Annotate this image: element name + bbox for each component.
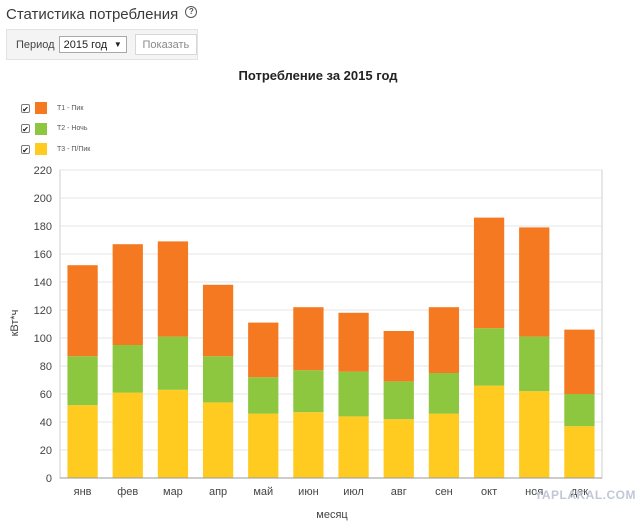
legend-item-t3: ✔ T3 - П/Пик: [21, 139, 90, 160]
chart-legend: ✔ T1 - Пик ✔ T2 - Ночь ✔ T3 - П/Пик: [21, 98, 90, 160]
legend-swatch-t2: [35, 122, 47, 135]
bar-segment-мар-s2[interactable]: [157, 241, 189, 337]
period-label: Период: [16, 38, 55, 51]
x-tick-label: сен: [435, 486, 453, 498]
plot-area: 0 20 40 60 80 100 120 140 160 180 200 220 янв фев мар а…: [34, 165, 603, 498]
bar-segment-ноя-s0[interactable]: [519, 391, 550, 478]
y-tick-label: 220: [34, 165, 52, 177]
bar-segment-фев-s0[interactable]: [112, 392, 143, 478]
legend-item-t1: ✔ T1 - Пик: [21, 98, 90, 119]
bar-segment-июн-s1[interactable]: [293, 370, 324, 413]
bar-segment-июн-s0[interactable]: [293, 412, 324, 478]
y-tick-label: 140: [34, 277, 52, 289]
bar-segment-сен-s2[interactable]: [428, 307, 460, 373]
x-tick-label: фев: [117, 486, 138, 498]
bar-segment-окт-s1[interactable]: [473, 328, 505, 386]
y-tick-label: 0: [46, 473, 52, 485]
show-button[interactable]: Показать: [134, 34, 197, 55]
bar-segment-авг-s1[interactable]: [383, 381, 414, 420]
bar-segment-май-s2[interactable]: [248, 322, 279, 378]
chart-title: Потребление за 2015 год: [239, 68, 399, 83]
y-tick-label: 120: [34, 305, 52, 317]
bar-segment-июл-s2[interactable]: [338, 312, 369, 372]
period-select[interactable]: 2015 год ▼: [58, 36, 127, 53]
x-tick-label: июл: [343, 486, 364, 498]
bar-segment-мар-s1[interactable]: [157, 336, 189, 390]
x-tick-label: мар: [163, 486, 183, 498]
legend-checkbox-t1[interactable]: ✔: [21, 103, 30, 114]
x-tick-label: дек: [571, 486, 589, 498]
y-tick-label: 40: [40, 417, 52, 429]
bar-segment-май-s1[interactable]: [248, 377, 279, 414]
bar-segment-июл-s1[interactable]: [338, 371, 369, 417]
period-select-value: 2015 год: [63, 38, 108, 51]
legend-label-t3: T3 - П/Пик: [57, 145, 91, 153]
bar-segment-окт-s2[interactable]: [473, 217, 505, 329]
bar-segment-янв-s2[interactable]: [67, 265, 98, 357]
y-tick-label: 180: [34, 221, 52, 233]
bar-segment-янв-s1[interactable]: [67, 356, 98, 406]
bar-segment-окт-s0[interactable]: [473, 385, 505, 478]
bar-segment-май-s0[interactable]: [248, 413, 279, 478]
x-tick-label: авг: [391, 486, 407, 498]
y-axis-label: кВт*ч: [9, 310, 21, 337]
page-title-text: Статистика потребления: [6, 6, 179, 23]
dropdown-arrow-icon: ▼: [113, 40, 122, 49]
bar-segment-дек-s2[interactable]: [564, 329, 595, 394]
bar-segment-июн-s2[interactable]: [293, 307, 324, 371]
question-circle-icon[interactable]: ?: [185, 5, 198, 18]
bar-segment-фев-s1[interactable]: [112, 345, 143, 393]
bar-segment-апр-s2[interactable]: [202, 284, 234, 357]
y-tick-label: 20: [40, 445, 52, 457]
bar-segment-фев-s2[interactable]: [112, 244, 143, 345]
bar-segment-ноя-s2[interactable]: [519, 227, 550, 337]
legend-swatch-t1: [35, 102, 47, 115]
x-tick-label: ноя: [525, 486, 543, 498]
legend-checkbox-t2[interactable]: ✔: [21, 124, 30, 135]
watermark: YAPLAKAL.COM: [534, 488, 636, 502]
legend-label-t1: T1 - Пик: [57, 104, 84, 112]
bar-segment-авг-s2[interactable]: [383, 331, 414, 382]
bar-segment-авг-s0[interactable]: [383, 419, 414, 478]
y-tick-label: 160: [34, 249, 52, 261]
filter-bar: Период 2015 год ▼ Показать: [6, 29, 198, 60]
bar-segment-апр-s0[interactable]: [202, 402, 234, 478]
bar-segment-ноя-s1[interactable]: [519, 336, 550, 392]
x-tick-label: янв: [74, 486, 92, 498]
bar-segment-дек-s1[interactable]: [564, 394, 595, 427]
bar-segment-апр-s1[interactable]: [202, 356, 234, 403]
x-tick-label: июн: [298, 486, 318, 498]
y-tick-label: 100: [34, 333, 52, 345]
legend-checkbox-t3[interactable]: ✔: [21, 144, 30, 155]
legend-label-t2: T2 - Ночь: [57, 125, 88, 133]
legend-swatch-t3: [35, 143, 47, 156]
y-tick-label: 80: [40, 361, 52, 373]
x-tick-label: апр: [209, 486, 227, 498]
bar-segment-июл-s0[interactable]: [338, 416, 369, 478]
x-tick-label: окт: [481, 486, 497, 498]
x-axis-label: месяц: [316, 509, 348, 521]
page-title: Статистика потребления ?: [6, 5, 198, 23]
bar-segment-сен-s0[interactable]: [428, 413, 460, 478]
plot-frame: [59, 169, 603, 479]
x-tick-label: май: [253, 486, 273, 498]
bar-segment-янв-s0[interactable]: [67, 405, 98, 478]
bar-segment-дек-s0[interactable]: [564, 426, 595, 478]
bar-segment-мар-s0[interactable]: [157, 389, 189, 478]
y-tick-label: 60: [40, 389, 52, 401]
legend-item-t2: ✔ T2 - Ночь: [21, 119, 90, 140]
y-tick-label: 200: [34, 193, 52, 205]
bar-segment-сен-s1[interactable]: [428, 373, 460, 414]
